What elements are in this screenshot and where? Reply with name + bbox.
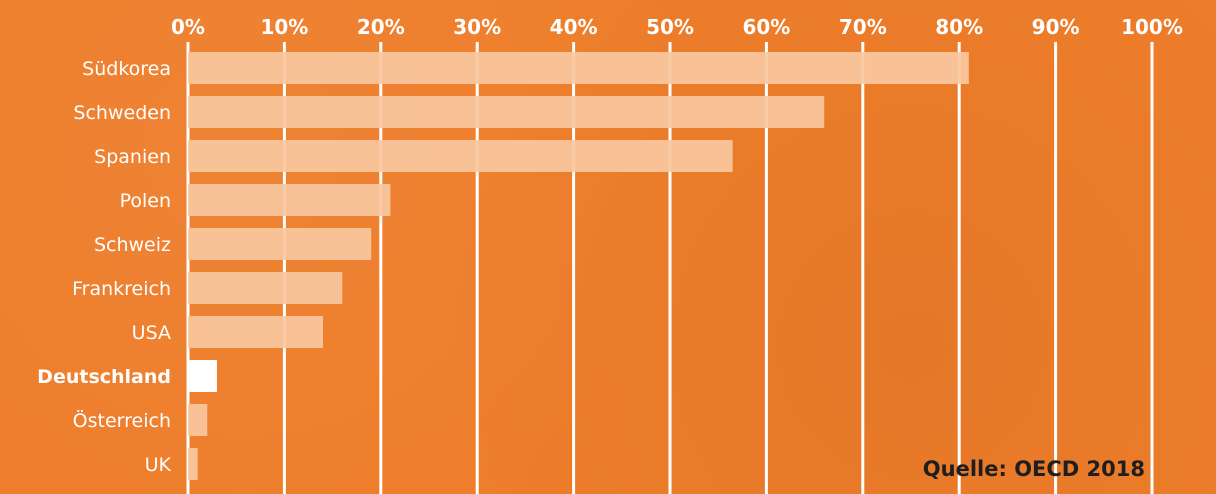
bar <box>188 140 733 172</box>
x-tick-label: 50% <box>646 15 694 39</box>
bars <box>188 52 969 480</box>
x-tick-label: 60% <box>742 15 790 39</box>
bar <box>188 448 198 480</box>
bar <box>188 272 343 304</box>
bar <box>188 316 323 348</box>
bar <box>188 404 208 436</box>
x-tick-label: 10% <box>260 15 308 39</box>
x-tick-label: 80% <box>935 15 983 39</box>
category-label: Schweiz <box>94 234 171 256</box>
x-tick-label: 90% <box>1032 15 1080 39</box>
category-label: Südkorea <box>82 58 171 80</box>
source-label: Quelle: OECD 2018 <box>923 457 1145 481</box>
x-tick-label: 0% <box>171 15 205 39</box>
bar <box>188 228 372 260</box>
category-label: Spanien <box>94 146 171 168</box>
category-label: Polen <box>120 190 171 212</box>
bar <box>188 96 825 128</box>
bar <box>188 360 217 392</box>
bar <box>188 52 969 84</box>
category-label: USA <box>132 322 171 344</box>
x-tick-label: 70% <box>839 15 887 39</box>
category-label: Frankreich <box>72 278 171 300</box>
x-tick-label: 100% <box>1121 15 1183 39</box>
category-label: Deutschland <box>37 366 171 388</box>
category-label: UK <box>145 454 172 476</box>
x-tick-label: 20% <box>357 15 405 39</box>
x-tick-label: 30% <box>453 15 501 39</box>
bar <box>188 184 391 216</box>
category-label: Schweden <box>73 102 171 124</box>
category-labels: Südkorea Schweden Spanien Polen Schweiz Frank… <box>37 58 171 476</box>
x-tick-label: 40% <box>550 15 598 39</box>
x-axis-ticks: 0% 10% 20% 30% 40% 50% 60% 70% 80% 90% 100% <box>171 15 1183 39</box>
category-label: Österreich <box>73 409 171 432</box>
